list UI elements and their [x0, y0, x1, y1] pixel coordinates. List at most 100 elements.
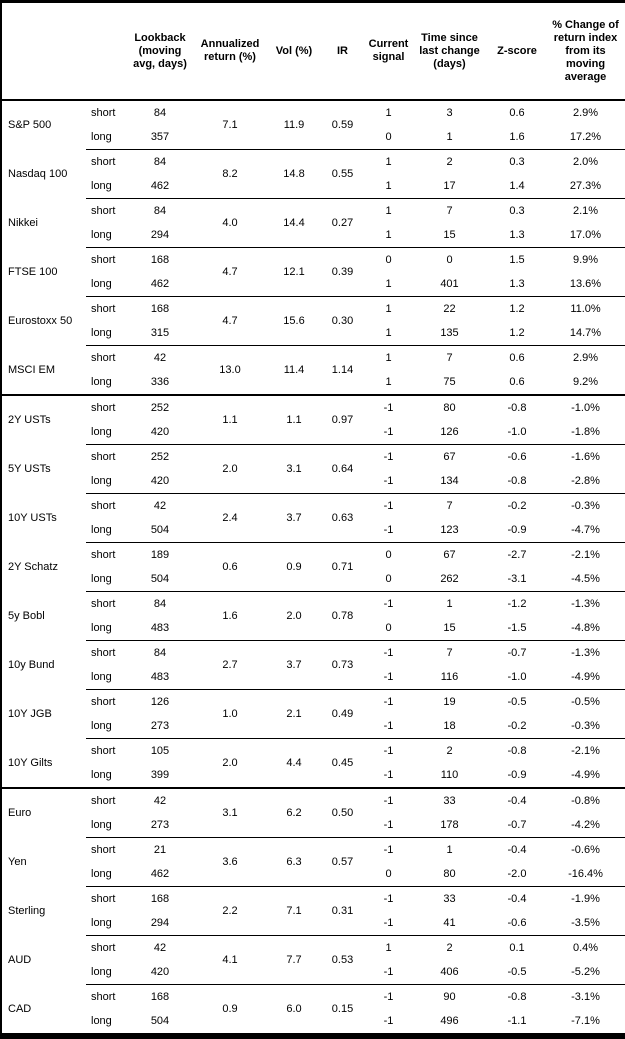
pct-change-value: -2.1%: [546, 738, 625, 763]
lookback-value: 420: [129, 469, 191, 494]
lookback-value: 336: [129, 370, 191, 395]
zscore-value: -0.8: [488, 984, 546, 1009]
table-row: long 462 1 17 1.4 27.3%: [1, 174, 625, 199]
col-header-leg: [86, 1, 129, 101]
current-signal-value: -1: [366, 420, 411, 445]
table-row: MSCI EM short 42 13.0 11.4 1.14 1 7 0.6 2.9%: [1, 345, 625, 395]
current-signal-value: 0: [366, 247, 411, 272]
lookback-value: 42: [129, 345, 191, 370]
days-since-change-value: 3: [411, 100, 488, 125]
pct-change-value: -4.8%: [546, 616, 625, 641]
leg-label: short: [86, 591, 129, 616]
lookback-value: 84: [129, 591, 191, 616]
annualized-return-value: 7.1: [191, 100, 269, 150]
days-since-change-value: 0: [411, 247, 488, 272]
pct-change-value: 14.7%: [546, 321, 625, 346]
pct-change-value: -4.9%: [546, 665, 625, 690]
leg-label: short: [86, 787, 129, 813]
lookback-value: 84: [129, 100, 191, 125]
current-signal-value: -1: [366, 714, 411, 739]
days-since-change-value: 116: [411, 665, 488, 690]
zscore-value: -0.7: [488, 813, 546, 838]
zscore-value: -0.6: [488, 911, 546, 936]
table-header-row: Lookback (moving avg, days) Annualized r…: [1, 1, 625, 101]
annualized-return-value: 2.2: [191, 886, 269, 936]
leg-label: long: [86, 370, 129, 395]
current-signal-value: 1: [366, 149, 411, 174]
pct-change-value: -4.2%: [546, 813, 625, 838]
pct-change-value: 2.9%: [546, 345, 625, 370]
ir-value: 0.63: [319, 493, 366, 543]
days-since-change-value: 75: [411, 370, 488, 395]
col-header-instrument: [1, 1, 86, 101]
vol-value: 4.4: [269, 738, 319, 788]
annualized-return-value: 4.0: [191, 198, 269, 248]
instrument-name: Eurostoxx 50: [1, 296, 86, 346]
current-signal-value: 1: [366, 935, 411, 960]
col-header-annualized-return: Annualized return (%): [191, 1, 269, 101]
zscore-value: -0.2: [488, 493, 546, 518]
lookback-value: 483: [129, 665, 191, 690]
pct-change-value: 17.0%: [546, 223, 625, 248]
instrument-name: Sterling: [1, 886, 86, 936]
days-since-change-value: 406: [411, 960, 488, 985]
lookback-value: 42: [129, 787, 191, 813]
instrument-name: Euro: [1, 787, 86, 838]
lookback-value: 84: [129, 198, 191, 223]
days-since-change-value: 2: [411, 738, 488, 763]
leg-label: long: [86, 665, 129, 690]
vol-value: 6.2: [269, 787, 319, 838]
annualized-return-value: 2.7: [191, 640, 269, 690]
instrument-name: 2Y Schatz: [1, 542, 86, 592]
zscore-value: -0.4: [488, 886, 546, 911]
instrument-name: Nikkei: [1, 198, 86, 248]
lookback-value: 273: [129, 813, 191, 838]
zscore-value: 1.3: [488, 223, 546, 248]
table-row: CAD short 168 0.9 6.0 0.15 -1 90 -0.8 -3.1%: [1, 984, 625, 1036]
lookback-value: 126: [129, 689, 191, 714]
vol-value: 11.9: [269, 100, 319, 150]
current-signal-value: 1: [366, 345, 411, 370]
ir-value: 0.53: [319, 935, 366, 985]
zscore-value: -0.6: [488, 444, 546, 469]
leg-label: short: [86, 198, 129, 223]
current-signal-value: -1: [366, 984, 411, 1009]
current-signal-value: 0: [366, 542, 411, 567]
days-since-change-value: 126: [411, 420, 488, 445]
zscore-value: -0.7: [488, 640, 546, 665]
ir-value: 0.55: [319, 149, 366, 199]
annualized-return-value: 13.0: [191, 345, 269, 395]
lookback-value: 189: [129, 542, 191, 567]
current-signal-value: 1: [366, 296, 411, 321]
vol-value: 6.3: [269, 837, 319, 887]
days-since-change-value: 22: [411, 296, 488, 321]
table-row: Sterling short 168 2.2 7.1 0.31 -1 33 -0.4 -1.9%: [1, 886, 625, 936]
zscore-value: -0.8: [488, 469, 546, 494]
lookback-value: 252: [129, 394, 191, 420]
days-since-change-value: 67: [411, 444, 488, 469]
zscore-value: -3.1: [488, 567, 546, 592]
table-row: 2Y Schatz short 189 0.6 0.9 0.71 0 67 -2.7 -2.1%: [1, 542, 625, 592]
annualized-return-value: 3.6: [191, 837, 269, 887]
zscore-value: -1.0: [488, 420, 546, 445]
current-signal-value: -1: [366, 837, 411, 862]
zscore-value: -0.8: [488, 738, 546, 763]
ir-value: 0.31: [319, 886, 366, 936]
table-row: long 294 -1 41 -0.6 -3.5%: [1, 911, 625, 936]
days-since-change-value: 33: [411, 787, 488, 813]
days-since-change-value: 1: [411, 837, 488, 862]
current-signal-value: 0: [366, 616, 411, 641]
vol-value: 3.7: [269, 493, 319, 543]
zscore-value: 0.1: [488, 935, 546, 960]
pct-change-value: -0.8%: [546, 787, 625, 813]
pct-change-value: -0.6%: [546, 837, 625, 862]
annualized-return-value: 3.1: [191, 787, 269, 838]
lookback-value: 168: [129, 296, 191, 321]
zscore-value: -0.9: [488, 518, 546, 543]
days-since-change-value: 110: [411, 763, 488, 788]
days-since-change-value: 262: [411, 567, 488, 592]
current-signal-value: -1: [366, 394, 411, 420]
instrument-name: 10y Bund: [1, 640, 86, 690]
leg-label: short: [86, 542, 129, 567]
